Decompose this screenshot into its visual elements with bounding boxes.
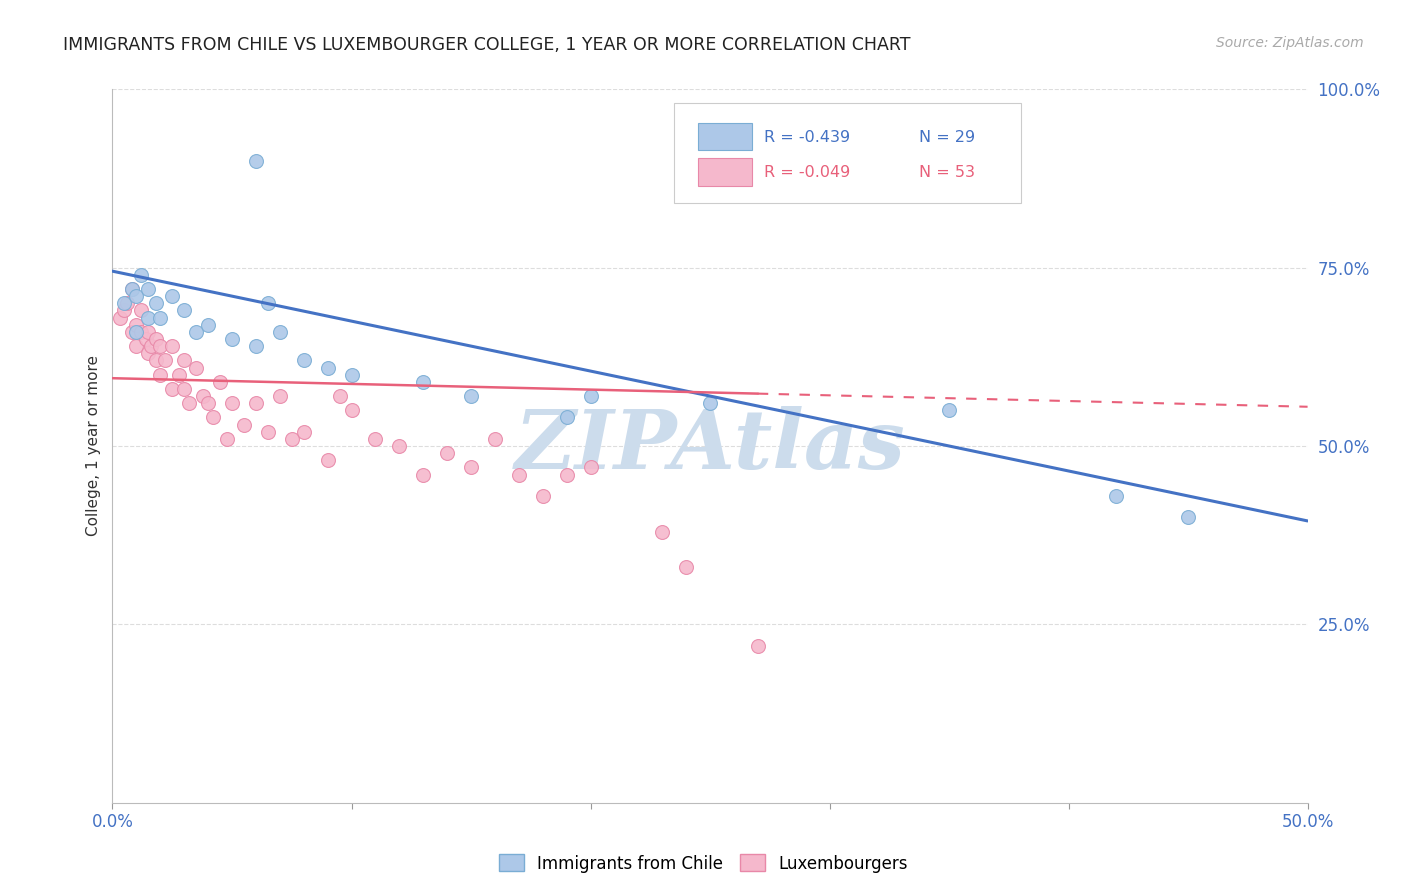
Point	[201, 410, 224, 425]
Point	[460, 389, 482, 403]
Point	[555, 467, 578, 482]
Point	[108, 310, 131, 325]
Point	[138, 325, 160, 339]
Point	[460, 460, 482, 475]
Text: R = -0.439: R = -0.439	[763, 130, 851, 145]
Point	[316, 453, 339, 467]
Point	[209, 375, 232, 389]
Point	[125, 318, 148, 332]
Point	[121, 282, 143, 296]
FancyBboxPatch shape	[699, 159, 752, 186]
Point	[138, 282, 160, 296]
Point	[269, 325, 291, 339]
Point	[177, 396, 200, 410]
Point	[186, 325, 208, 339]
Point	[138, 310, 160, 325]
Point	[257, 296, 280, 310]
Point	[292, 353, 315, 368]
Point	[579, 389, 602, 403]
Point	[388, 439, 411, 453]
Point	[197, 396, 219, 410]
FancyBboxPatch shape	[699, 123, 752, 150]
Legend: Immigrants from Chile, Luxembourgers: Immigrants from Chile, Luxembourgers	[492, 847, 914, 880]
Point	[129, 268, 152, 282]
Point	[153, 353, 176, 368]
Point	[292, 425, 315, 439]
Point	[699, 396, 721, 410]
Point	[281, 432, 304, 446]
Point	[145, 332, 167, 346]
Point	[173, 382, 195, 396]
Point	[436, 446, 458, 460]
Point	[149, 310, 172, 325]
Point	[329, 389, 352, 403]
Point	[193, 389, 215, 403]
Point	[125, 289, 148, 303]
Point	[149, 368, 172, 382]
Point	[340, 368, 363, 382]
Point	[938, 403, 960, 417]
Text: ZIPAtlas: ZIPAtlas	[515, 406, 905, 486]
Point	[162, 339, 183, 353]
Point	[145, 296, 167, 310]
Point	[531, 489, 554, 503]
Point	[364, 432, 387, 446]
Point	[221, 396, 243, 410]
Point	[162, 382, 183, 396]
Point	[1177, 510, 1199, 524]
Point	[555, 410, 578, 425]
Point	[135, 332, 157, 346]
Y-axis label: College, 1 year or more: College, 1 year or more	[86, 356, 101, 536]
Point	[257, 425, 280, 439]
Point	[412, 467, 434, 482]
Point	[125, 325, 148, 339]
Point	[245, 153, 267, 168]
Point	[114, 303, 135, 318]
Point	[169, 368, 191, 382]
Point	[121, 325, 143, 339]
Point	[245, 396, 267, 410]
Point	[269, 389, 291, 403]
Point	[149, 339, 172, 353]
Point	[125, 339, 148, 353]
Point	[121, 282, 143, 296]
Point	[579, 460, 602, 475]
Point	[675, 560, 697, 574]
Point	[412, 375, 434, 389]
Text: Source: ZipAtlas.com: Source: ZipAtlas.com	[1216, 36, 1364, 50]
Text: N = 53: N = 53	[920, 165, 976, 180]
Point	[484, 432, 506, 446]
Point	[186, 360, 208, 375]
Point	[129, 325, 152, 339]
Point	[651, 524, 673, 539]
Text: R = -0.049: R = -0.049	[763, 165, 851, 180]
Point	[508, 467, 530, 482]
Point	[162, 289, 183, 303]
Point	[145, 353, 167, 368]
Point	[173, 353, 195, 368]
Point	[221, 332, 243, 346]
Point	[129, 303, 152, 318]
Point	[316, 360, 339, 375]
Point	[233, 417, 256, 432]
Point	[340, 403, 363, 417]
Point	[197, 318, 219, 332]
FancyBboxPatch shape	[675, 103, 1021, 203]
Point	[217, 432, 239, 446]
Point	[114, 296, 135, 310]
Text: N = 29: N = 29	[920, 130, 976, 145]
Point	[173, 303, 195, 318]
Point	[115, 296, 138, 310]
Point	[747, 639, 769, 653]
Point	[245, 339, 267, 353]
Point	[138, 346, 160, 360]
Point	[1105, 489, 1128, 503]
Point	[139, 339, 162, 353]
Text: IMMIGRANTS FROM CHILE VS LUXEMBOURGER COLLEGE, 1 YEAR OR MORE CORRELATION CHART: IMMIGRANTS FROM CHILE VS LUXEMBOURGER CO…	[63, 36, 911, 54]
